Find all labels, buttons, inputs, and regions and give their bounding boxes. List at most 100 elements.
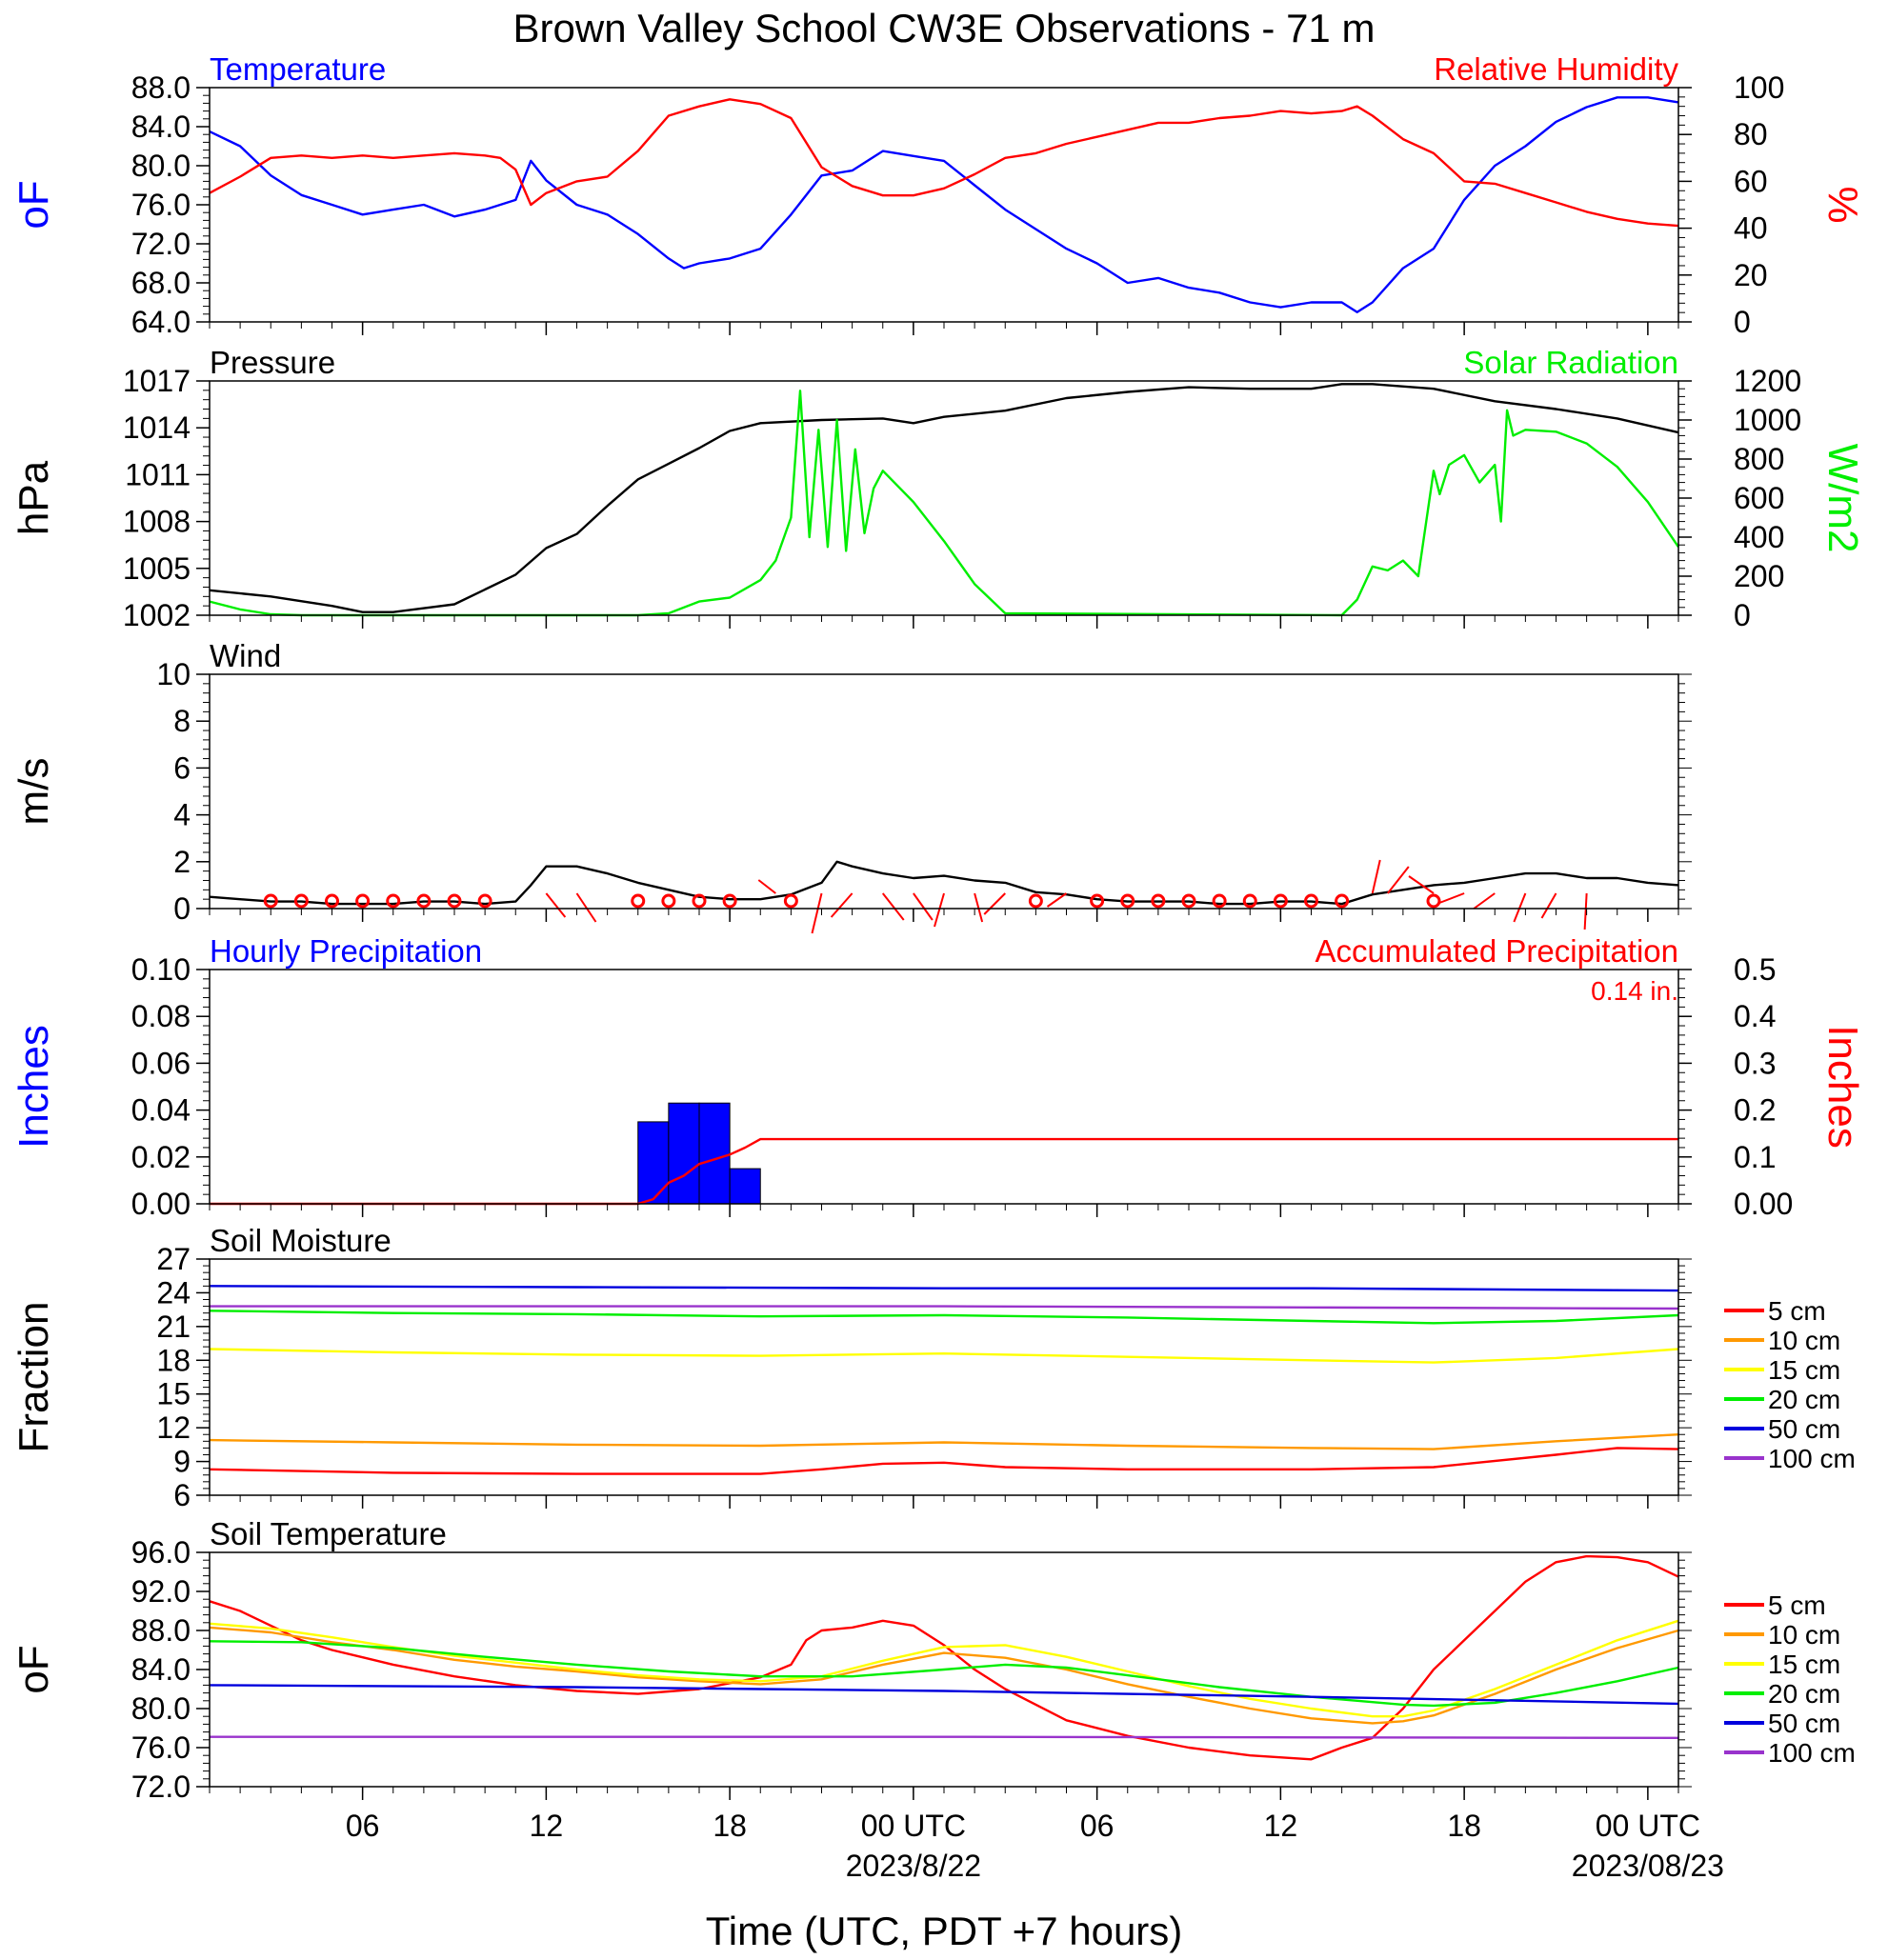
series-line-pressure [209,383,1679,613]
wind-barb [1513,892,1527,923]
calm-wind-marker [386,893,401,909]
legend-label: 100 cm [1768,1738,1856,1768]
right-tick-label: 20 [1734,258,1768,292]
series-line-depth_5 [209,1554,1679,1761]
left-tick-label: 72.0 [131,227,191,261]
precip-bar [698,1102,731,1205]
calm-wind-marker [1242,893,1257,909]
wind-barb [1046,892,1068,908]
left-tick-label: 24 [156,1275,191,1310]
right-tick-label: 40 [1734,211,1768,246]
wind-barb [1583,892,1588,930]
left-tick-label: 76.0 [131,1730,191,1765]
left-tick-label: 0 [173,891,191,926]
legend-label: 10 cm [1768,1326,1840,1355]
legend-label: 5 cm [1768,1296,1826,1326]
wind-barb [1540,892,1557,919]
legend-label: 15 cm [1768,1355,1840,1385]
accumulated-total: 0.14 in. [1591,976,1678,1006]
wind-barb [575,892,597,923]
calm-wind-marker [1151,893,1166,909]
left-tick-label: 10 [156,657,191,691]
left-tick-label: 80.0 [131,1691,191,1726]
left-tick-label: 12 [156,1410,191,1445]
panel-0: 64.0 68.0 72.0 76.0 80.0 84.0 88.0 0 20 40 60 80 100… [10,51,1866,339]
panel-title-left: Soil Temperature [210,1516,447,1551]
left-tick-label: 8 [173,704,191,738]
right-tick-label: 80 [1734,117,1768,151]
legend-label: 15 cm [1768,1650,1840,1679]
right-tick-label: 0.3 [1734,1046,1776,1080]
left-tick-label: 72.0 [131,1770,191,1804]
wind-barb [913,892,934,921]
y-axis-label-right: Inches [1819,1025,1866,1149]
panel-title-left: Soil Moisture [210,1223,392,1258]
series-line-depth_10 [209,1433,1679,1450]
series-line-depth_10 [209,1626,1679,1725]
series-line-depth_100 [210,1305,1679,1310]
panel-2: 0 2 4 6 8 10 Wind m/s [10,638,1692,934]
y-axis-label-right: W/m2 [1819,444,1866,553]
calm-wind-marker [1426,893,1441,909]
series-line-accum_precip [210,1137,1678,1206]
wind-barb [1473,892,1496,910]
left-tick-label: 68.0 [131,266,191,300]
left-tick-label: 27 [156,1242,191,1276]
wind-barb [881,892,905,921]
left-tick-label: 2 [173,845,191,879]
x-tick-label: 12 [530,1809,564,1843]
wind-barb [1371,859,1381,894]
panel-title-left: Temperature [210,51,386,87]
calm-wind-marker [325,893,339,909]
calm-wind-marker [1028,893,1043,909]
series-line-depth_100 [210,1735,1679,1740]
x-date-label: 2023/8/22 [846,1849,981,1883]
panel-1: 1002 1005 1008 1011 1014 1017 0 200 400 600 800 100… [10,345,1866,632]
right-tick-label: 1200 [1734,364,1801,398]
left-tick-label: 21 [156,1310,191,1344]
left-tick-label: 0.08 [131,999,191,1033]
wind-barb [934,892,945,928]
right-tick-label: 800 [1734,442,1784,476]
calm-wind-marker [293,893,309,909]
y-axis-label-left: Fraction [10,1302,57,1453]
panel-title-left: Wind [210,638,281,673]
x-tick-label: 06 [346,1809,380,1843]
calm-wind-marker [631,893,646,909]
left-tick-label: 1005 [123,551,191,586]
y-axis-label-left: hPa [10,460,57,535]
left-tick-label: 88.0 [131,70,191,105]
series-line-temperature [209,96,1679,313]
x-tick-label: 18 [1447,1809,1481,1843]
calm-wind-marker [1090,893,1105,909]
y-axis-label-right: % [1819,186,1866,223]
panel-title-left: Hourly Precipitation [210,933,482,969]
calm-wind-marker [783,893,798,909]
legend-label: 50 cm [1768,1414,1840,1444]
x-tick-label: 00 UTC [1596,1809,1700,1843]
series-line-depth_5 [209,1447,1679,1475]
left-tick-label: 64.0 [131,305,191,339]
wind-barb [830,892,854,918]
series-line-solar [209,390,1679,617]
panel-3: 0.00 0.02 0.04 0.06 0.08 0.10 0.00 0.1 0.2 0.3 0.4… [10,933,1866,1221]
left-tick-label: 96.0 [131,1535,191,1570]
left-tick-label: 1002 [123,598,191,632]
x-tick-label: 06 [1080,1809,1115,1843]
left-tick-label: 0.00 [131,1187,191,1221]
left-tick-label: 1017 [123,364,191,398]
right-tick-label: 600 [1734,481,1784,515]
wind-barb [983,892,1006,915]
right-tick-label: 200 [1734,559,1784,593]
series-line-humidity [209,98,1679,228]
right-tick-label: 0 [1734,598,1751,632]
x-axis-label: Time (UTC, PDT +7 hours) [706,1909,1183,1953]
wind-barb [1438,892,1465,904]
wind-barb [1408,875,1435,894]
wind-barb [1387,866,1410,894]
calm-wind-marker [263,893,278,909]
legend-label: 100 cm [1768,1444,1856,1473]
left-tick-label: 6 [173,750,191,785]
